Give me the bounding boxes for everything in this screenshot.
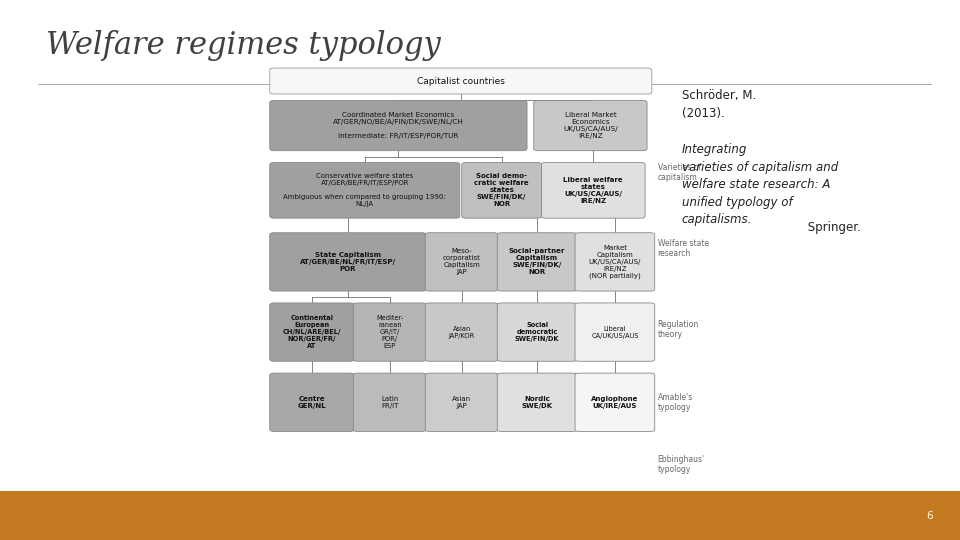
Text: Continental
European
CH/NL/ARE/BEL/
NOR/GER/FR/
AT: Continental European CH/NL/ARE/BEL/ NOR/… — [283, 315, 341, 349]
FancyBboxPatch shape — [575, 373, 655, 431]
FancyBboxPatch shape — [497, 373, 577, 431]
Text: Liberal Market
Economics
UK/US/CA/AUS/
IRE/NZ: Liberal Market Economics UK/US/CA/AUS/ I… — [563, 112, 618, 139]
FancyBboxPatch shape — [425, 233, 498, 291]
Bar — [0, 491, 960, 540]
Text: Latin
FR/IT: Latin FR/IT — [381, 396, 398, 409]
FancyBboxPatch shape — [575, 233, 655, 291]
Text: Anglophone
UK/IRE/AUS: Anglophone UK/IRE/AUS — [591, 396, 638, 409]
Text: State Capitalism
AT/GER/BE/NL/FR/IT/ESP/
POR: State Capitalism AT/GER/BE/NL/FR/IT/ESP/… — [300, 252, 396, 272]
FancyBboxPatch shape — [462, 163, 541, 218]
FancyBboxPatch shape — [541, 163, 645, 218]
Text: 6: 6 — [926, 511, 933, 521]
Text: Regulation
theory: Regulation theory — [658, 320, 699, 339]
Text: Ebbinghaus'
typology: Ebbinghaus' typology — [658, 455, 705, 474]
Text: Liberal
CA/UK/US/AUS: Liberal CA/UK/US/AUS — [591, 326, 638, 339]
Text: Asian
JAP/KOR: Asian JAP/KOR — [448, 326, 475, 339]
FancyBboxPatch shape — [534, 100, 647, 151]
FancyBboxPatch shape — [270, 303, 354, 361]
Text: Liberal welfare
states
UK/US/CA/AUS/
IRE/NZ: Liberal welfare states UK/US/CA/AUS/ IRE… — [564, 177, 623, 204]
FancyBboxPatch shape — [270, 68, 652, 94]
FancyBboxPatch shape — [270, 163, 460, 218]
Text: Varieties of
capitalism: Varieties of capitalism — [658, 163, 701, 183]
FancyBboxPatch shape — [270, 373, 354, 431]
Text: Mediter-
ranean
GR/IT/
POR/
ESP: Mediter- ranean GR/IT/ POR/ ESP — [376, 315, 403, 349]
Text: Amable's
typology: Amable's typology — [658, 393, 693, 412]
Text: Welfare regimes typology: Welfare regimes typology — [46, 30, 441, 60]
Text: Integrating
varieties of capitalism and
welfare state research: A
unified typolo: Integrating varieties of capitalism and … — [682, 143, 838, 226]
FancyBboxPatch shape — [353, 303, 426, 361]
Text: Meso-
corporatist
Capitalism
JAP: Meso- corporatist Capitalism JAP — [443, 248, 481, 275]
FancyBboxPatch shape — [575, 303, 655, 361]
FancyBboxPatch shape — [425, 303, 498, 361]
Text: Asian
JAP: Asian JAP — [452, 396, 471, 409]
Text: Social
democratic
SWE/FIN/DK: Social democratic SWE/FIN/DK — [515, 322, 560, 342]
Text: Social demo-
cratic welfare
states
SWE/FIN/DK/
NOR: Social demo- cratic welfare states SWE/F… — [474, 173, 529, 207]
Text: Welfare state
research: Welfare state research — [658, 239, 708, 258]
Text: Coordinated Market Economics
AT/GER/NO/BE/A/FIN/DK/SWE/NL/CH

Intermediate: FR/I: Coordinated Market Economics AT/GER/NO/B… — [333, 112, 464, 139]
Text: Springer.: Springer. — [804, 221, 861, 234]
Text: Nordic
SWE/DK: Nordic SWE/DK — [521, 396, 553, 409]
FancyBboxPatch shape — [497, 303, 577, 361]
Text: Conservative welfare states
AT/GER/BE/FR/IT/ESP/POR

Ambiguous when compared to : Conservative welfare states AT/GER/BE/FR… — [283, 173, 446, 207]
FancyBboxPatch shape — [270, 100, 527, 151]
FancyBboxPatch shape — [425, 373, 498, 431]
FancyBboxPatch shape — [497, 233, 577, 291]
Text: Capitalist countries: Capitalist countries — [417, 77, 505, 85]
Text: Schröder, M.
(2013).: Schröder, M. (2013). — [682, 89, 756, 120]
FancyBboxPatch shape — [270, 233, 426, 291]
Text: Market
Capitalism
UK/US/CA/AUS/
IRE/NZ
(NOR partially): Market Capitalism UK/US/CA/AUS/ IRE/NZ (… — [588, 245, 641, 279]
Text: Social-partner
Capitalism
SWE/FIN/DK/
NOR: Social-partner Capitalism SWE/FIN/DK/ NO… — [509, 248, 565, 275]
FancyBboxPatch shape — [353, 373, 426, 431]
Text: Centre
GER/NL: Centre GER/NL — [298, 396, 326, 409]
